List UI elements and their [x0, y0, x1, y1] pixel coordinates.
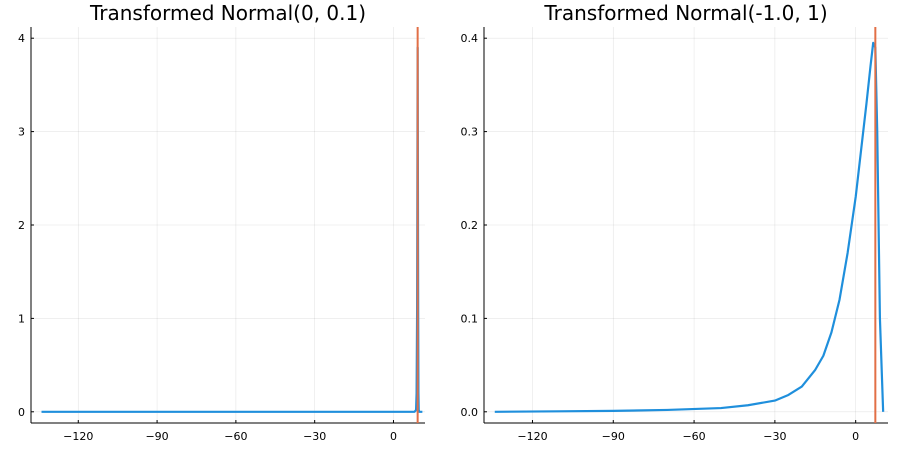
x-tick-label: 0: [390, 430, 397, 443]
chart-title: Transformed Normal(0, 0.1): [89, 1, 366, 25]
density-curve: [494, 41, 885, 413]
x-tick-label: −90: [145, 430, 168, 443]
x-tick-label: 0: [852, 430, 859, 443]
y-tick-label: 0.2: [461, 219, 479, 232]
chart-panel-1: −120 −90 −60 −30 0 0 1 2 3 4 Transformed Normal(0,…: [18, 1, 425, 443]
y-tick-label: 2: [18, 219, 25, 232]
y-tick-label: 0: [18, 406, 25, 419]
x-tick-label: −30: [763, 430, 786, 443]
x-tick-label: −120: [63, 430, 93, 443]
x-tick-label: −60: [224, 430, 247, 443]
x-tick-label: −120: [517, 430, 547, 443]
y-tick-label: 1: [18, 312, 25, 325]
y-tick-label: 3: [18, 126, 25, 139]
x-tick-label: −90: [602, 430, 625, 443]
y-tick-label: 4: [18, 32, 25, 45]
y-tick-label: 0.0: [461, 406, 479, 419]
x-tick-label: −30: [303, 430, 326, 443]
y-tick-label: 0.1: [461, 312, 479, 325]
x-tick-label: −60: [682, 430, 705, 443]
y-tick-label: 0.4: [461, 32, 479, 45]
density-curve: [41, 46, 423, 413]
chart-title: Transformed Normal(-1.0, 1): [543, 1, 827, 25]
chart-panel-2: −120 −90 −60 −30 0 0.0 0.1 0.2 0.3 0.4 Transformed…: [461, 1, 888, 443]
y-tick-label: 0.3: [461, 126, 479, 139]
